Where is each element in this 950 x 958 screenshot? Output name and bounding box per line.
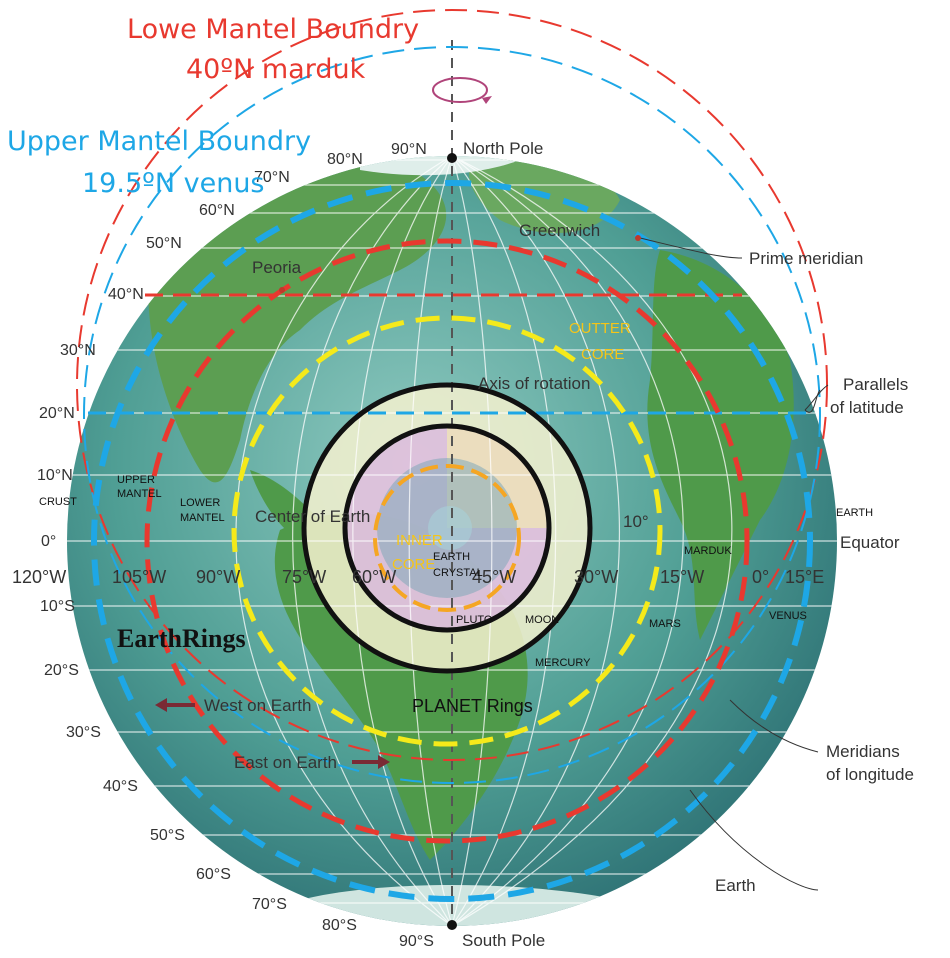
crust-ring <box>91 180 813 902</box>
inner-core-label-2: CORE <box>392 556 435 573</box>
inner-core-label-1: INNER <box>396 532 443 549</box>
west-on-earth-label: West on Earth <box>204 696 311 715</box>
lon-label-75w: 75°W <box>282 567 326 587</box>
peoria-label: Peoria <box>252 258 302 277</box>
lower-mantel-subtitle: 40ºN marduk <box>186 54 366 85</box>
planet-earth-label: EARTH <box>836 507 873 519</box>
planet-moon-label: MOON <box>525 614 559 626</box>
lat-label-90s: 90°S <box>399 933 434 950</box>
lat-label-70s: 70°S <box>252 896 287 913</box>
latitude-labels: 90°N 80°N 70°N 60°N 50°N 40°N 30°N 20°N … <box>37 141 434 950</box>
lat-label-10s: 10°S <box>40 598 75 615</box>
planet-ring-outer <box>301 382 593 674</box>
prime-meridian-label: Prime meridian <box>749 249 863 268</box>
lon-label-120w: 120°W <box>12 567 66 587</box>
planet-ring-inner <box>342 423 552 633</box>
inner-core-ring <box>373 464 521 612</box>
planet-marduk-label: MARDUK <box>684 545 732 557</box>
planet-labels: EARTH MARDUK VENUS MARS MOON PLUTO MERCU… <box>456 507 873 669</box>
lat-label-30s: 30°S <box>66 724 101 741</box>
lat-label-0: 0° <box>41 533 56 550</box>
upper-mantel-label-2: MANTEL <box>117 488 162 500</box>
leader-lines <box>279 235 829 891</box>
earth-crystal-label-1: EARTH <box>433 551 470 563</box>
lon-label-90w: 90°W <box>196 567 240 587</box>
outter-core-ring <box>231 315 663 747</box>
ten-degree-label: 10° <box>623 512 649 531</box>
upper-mantel-label-1: UPPER <box>117 474 155 486</box>
axis-of-rotation-label: Axis of rotation <box>478 374 590 393</box>
east-on-earth-label: East on Earth <box>234 753 337 772</box>
earth-callout-label: Earth <box>715 876 756 895</box>
equator-label: Equator <box>840 533 900 552</box>
earth-crystal-label-2: CRYSTAL <box>433 567 483 579</box>
center-of-earth-label: Center of Earth <box>255 507 370 526</box>
planet-pluto-label: PLUTO <box>456 614 493 626</box>
outter-core-label-1: OUTTER <box>569 320 631 337</box>
parallels-label-2: of latitude <box>830 398 904 417</box>
planet-mercury-label: MERCURY <box>535 657 591 669</box>
lon-label-15w: 15°W <box>660 567 704 587</box>
core-labels: OUTTER CORE INNER CORE <box>392 320 631 573</box>
lon-label-105w: 105°W <box>112 567 166 587</box>
south-pole-label: South Pole <box>462 931 545 950</box>
globe-land <box>148 156 794 926</box>
lat-label-10n: 10°N <box>37 467 73 484</box>
planet-venus-label: VENUS <box>769 610 807 622</box>
outter-core-label-2: CORE <box>581 346 624 363</box>
lon-label-0: 0° <box>752 567 769 587</box>
meridians-label-2: of longitude <box>826 765 914 784</box>
lon-label-15e: 15°E <box>785 567 824 587</box>
west-arrow-icon <box>155 698 195 712</box>
rotation-arrow-icon <box>432 77 488 103</box>
lat-label-50n: 50°N <box>146 235 182 252</box>
layer-labels: CRUST UPPER MANTEL LOWER MANTEL EARTH CR… <box>39 474 483 579</box>
upper-mantel-subtitle: 19.5ºN venus <box>82 168 265 199</box>
meridians-label-1: Meridians <box>826 742 900 761</box>
lat-label-20n: 20°N <box>39 405 75 422</box>
planet-mars-label: MARS <box>649 618 681 630</box>
lower-mantel-title: Lowe Mantel Boundry <box>127 14 420 45</box>
crust-label: CRUST <box>39 496 77 508</box>
lat-label-70n: 70°N <box>254 169 290 186</box>
parallels-label-1: Parallels <box>843 375 908 394</box>
longitude-labels: 120°W 105°W 90°W 75°W 60°W 45°W 30°W 15°… <box>12 567 824 587</box>
lon-label-45w: 45°W <box>472 567 516 587</box>
lat-label-50s: 50°S <box>150 827 185 844</box>
north-pole-label: North Pole <box>463 139 543 158</box>
planet-rings-label: PLANET Rings <box>412 696 533 716</box>
lat-label-30n: 30°N <box>60 342 96 359</box>
lat-label-90n: 90°N <box>391 141 427 158</box>
lat-label-20s: 20°S <box>44 662 79 679</box>
lower-mantel-boundary-circle <box>76 9 828 761</box>
upper-mantel-title: Upper Mantel Boundry <box>7 126 312 157</box>
lon-label-60w: 60°W <box>352 567 396 587</box>
lat-label-80s: 80°S <box>322 917 357 934</box>
lat-label-80n: 80°N <box>327 151 363 168</box>
east-arrow-icon <box>352 755 390 769</box>
lon-label-30w: 30°W <box>574 567 618 587</box>
earthrings-brand: EarthRings <box>117 624 246 653</box>
lat-label-60s: 60°S <box>196 866 231 883</box>
lower-mantel-label-1: LOWER <box>180 497 220 509</box>
lat-label-40n: 40°N <box>108 286 144 303</box>
lower-mantel-ring <box>144 238 750 844</box>
greenwich-label: Greenwich <box>519 221 600 240</box>
lat-label-60n: 60°N <box>199 202 235 219</box>
lat-label-40s: 40°S <box>103 778 138 795</box>
callout-labels: North Pole South Pole Greenwich Prime me… <box>204 139 914 950</box>
upper-mantel-boundary-circle <box>83 46 821 784</box>
lower-mantel-label-2: MANTEL <box>180 512 225 524</box>
